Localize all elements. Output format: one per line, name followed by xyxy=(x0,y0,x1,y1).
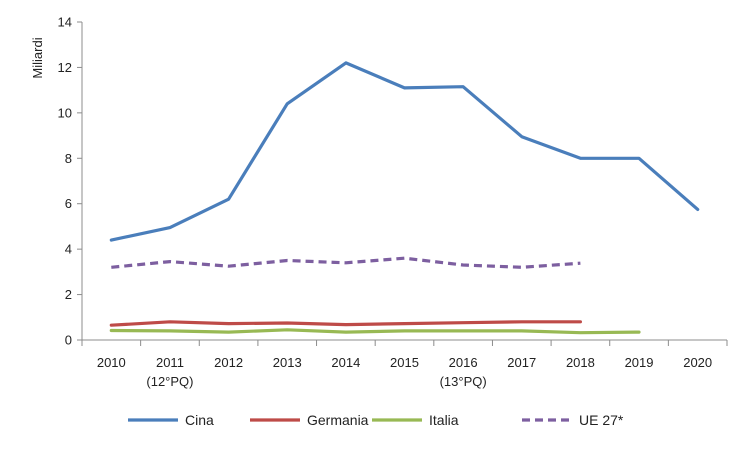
x-tick-sublabel: (12°PQ) xyxy=(146,374,193,389)
series-line-germania xyxy=(109,320,583,327)
x-tick-label: 2011 xyxy=(156,355,184,370)
legend-label: Italia xyxy=(429,412,459,428)
legend-label: UE 27* xyxy=(579,412,624,428)
x-tick-label: 2016 xyxy=(449,355,478,370)
y-axis-label-group: Miliardi xyxy=(30,37,45,78)
legend-label: Cina xyxy=(185,412,214,428)
y-tick-label: 6 xyxy=(65,196,72,211)
x-tick-label: 2010 xyxy=(97,355,126,370)
x-tick-label: 2020 xyxy=(683,355,712,370)
y-tick-label: 14 xyxy=(58,15,72,30)
series-line-cina xyxy=(109,61,700,242)
x-tick-label: 2018 xyxy=(566,355,595,370)
x-tick-label: 2015 xyxy=(390,355,419,370)
y-tick-label: 4 xyxy=(65,242,72,257)
legend: Cina Germania Italia UE 27* xyxy=(128,412,624,428)
x-tick-label: 2013 xyxy=(273,355,302,370)
series-layer xyxy=(109,61,700,335)
x-tick-label: 2017 xyxy=(507,355,536,370)
y-tick-label: 10 xyxy=(58,105,72,120)
series-line-ue-27 xyxy=(111,256,581,269)
y-tick-label: 12 xyxy=(58,60,72,75)
series-line-italia xyxy=(109,328,641,335)
axes: 0 2 4 6 8 10 12 14 2010 2011 (12°PQ) 2012 2013 2014 20… xyxy=(58,15,728,389)
y-axis-label: Miliardi xyxy=(30,37,45,78)
x-tick-label: 2019 xyxy=(625,355,654,370)
x-tick-label: 2012 xyxy=(214,355,243,370)
y-tick-label: 2 xyxy=(65,287,72,302)
x-tick-label: 2014 xyxy=(331,355,360,370)
y-tick-label: 0 xyxy=(65,333,72,348)
legend-label: Germania xyxy=(307,412,369,428)
y-tick-label: 8 xyxy=(65,151,72,166)
x-tick-sublabel: (13°PQ) xyxy=(440,374,487,389)
